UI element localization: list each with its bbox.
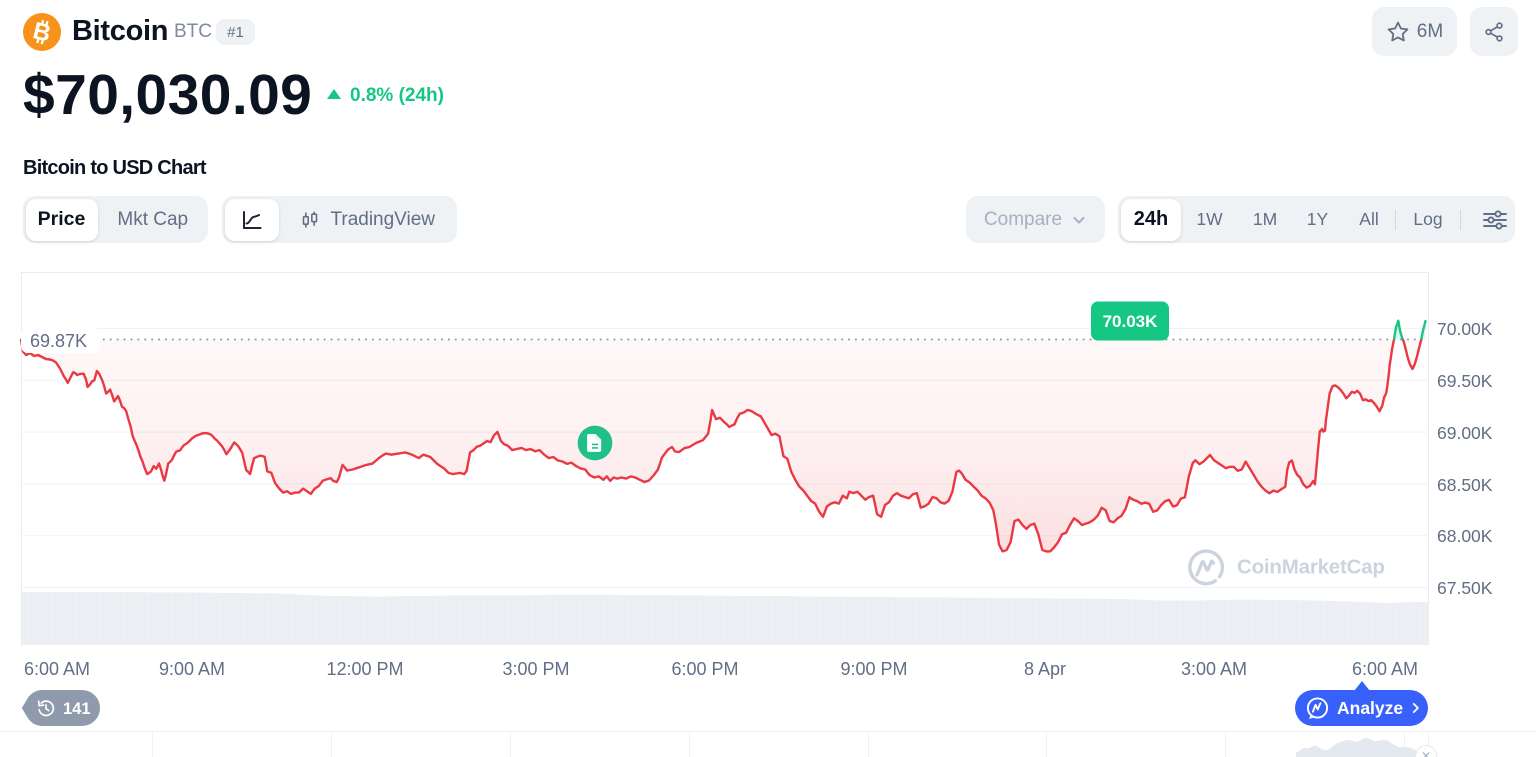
svg-text:CoinMarketCap: CoinMarketCap xyxy=(1237,556,1385,579)
svg-text:141: 141 xyxy=(63,700,91,718)
svg-text:69.87K: 69.87K xyxy=(30,331,87,351)
svg-text:B: B xyxy=(30,17,53,47)
svg-text:70.03K: 70.03K xyxy=(1103,312,1159,331)
